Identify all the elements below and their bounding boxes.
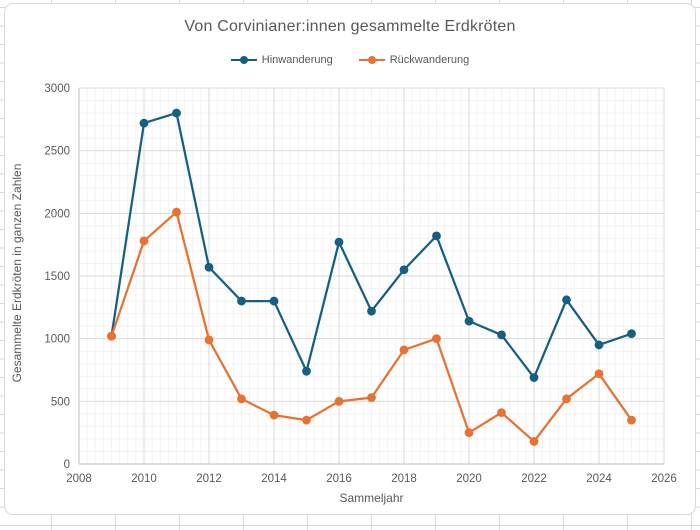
x-axis-title: Sammeljahr	[339, 491, 404, 505]
data-point-rückwanderung	[204, 335, 214, 345]
data-point-rückwanderung	[237, 394, 246, 404]
data-point-hinwanderung	[172, 108, 181, 118]
legend-item-rueckwanderung[interactable]: Rückwanderung	[358, 54, 470, 66]
y-axis-title: Gesammelte Erdkröten in ganzen Zahlen	[10, 163, 24, 383]
chart-legend: Hinwanderung Rückwanderung	[5, 54, 695, 66]
x-tick-label: 2024	[586, 473, 612, 485]
data-point-hinwanderung	[627, 329, 636, 339]
data-point-hinwanderung	[399, 265, 409, 275]
y-tick-label: 0	[64, 459, 70, 471]
data-point-hinwanderung	[367, 306, 376, 316]
data-point-rückwanderung	[529, 437, 539, 446]
y-tick-label: 1500	[44, 271, 70, 283]
x-tick-label: 2016	[326, 473, 352, 485]
data-point-hinwanderung	[529, 373, 539, 382]
data-point-hinwanderung	[464, 316, 474, 326]
x-tick-label: 2018	[391, 473, 417, 485]
data-point-rückwanderung	[302, 415, 311, 425]
y-tick-label: 2000	[44, 208, 70, 220]
data-point-hinwanderung	[269, 296, 279, 306]
data-point-rückwanderung	[139, 236, 149, 246]
y-tick-label: 3000	[44, 83, 70, 95]
x-tick-label: 2026	[651, 473, 677, 485]
line-dot-marker-icon	[230, 56, 257, 65]
data-point-rückwanderung	[594, 369, 604, 379]
x-tick-label: 2020	[456, 473, 482, 485]
y-tick-label: 2500	[44, 146, 70, 158]
y-tick-label: 500	[51, 396, 70, 408]
x-tick-label: 2022	[521, 473, 547, 485]
legend-label: Hinwanderung	[261, 54, 333, 66]
data-point-hinwanderung	[139, 118, 149, 128]
data-point-hinwanderung	[204, 262, 214, 272]
data-point-rückwanderung	[367, 393, 376, 402]
data-point-rückwanderung	[627, 415, 636, 425]
chart-card[interactable]: Von Corvinianer:innen gesammelte Erdkröt…	[4, 3, 696, 515]
x-tick-label: 2010	[131, 473, 157, 485]
x-tick-label: 2008	[66, 473, 92, 485]
chart-title: Von Corvinianer:innen gesammelte Erdkröt…	[184, 18, 516, 35]
data-point-rückwanderung	[497, 408, 506, 418]
data-point-rückwanderung	[562, 394, 571, 404]
x-tick-label: 2014	[261, 473, 287, 485]
data-point-hinwanderung	[302, 366, 311, 376]
data-point-hinwanderung	[497, 330, 506, 340]
chart-plot: 0 500 1000 1500 2000 2500 3000 2008 2010 2012 2014…	[44, 83, 677, 485]
x-tick-label: 2012	[196, 473, 222, 485]
legend-label: Rückwanderung	[389, 54, 470, 66]
data-point-rückwanderung	[107, 331, 116, 341]
data-point-rückwanderung	[399, 345, 409, 355]
data-point-hinwanderung	[594, 340, 604, 350]
data-point-hinwanderung	[334, 237, 344, 247]
data-point-hinwanderung	[237, 296, 246, 306]
data-point-rückwanderung	[172, 207, 181, 217]
data-point-rückwanderung	[269, 410, 279, 420]
data-point-rückwanderung	[334, 396, 344, 406]
y-tick-label: 1000	[44, 334, 70, 346]
line-dot-marker-icon	[358, 56, 385, 65]
data-point-rückwanderung	[432, 334, 441, 344]
legend-item-hinwanderung[interactable]: Hinwanderung	[230, 54, 333, 66]
data-point-hinwanderung	[562, 295, 571, 305]
data-point-hinwanderung	[432, 231, 441, 241]
data-point-rückwanderung	[464, 428, 474, 438]
